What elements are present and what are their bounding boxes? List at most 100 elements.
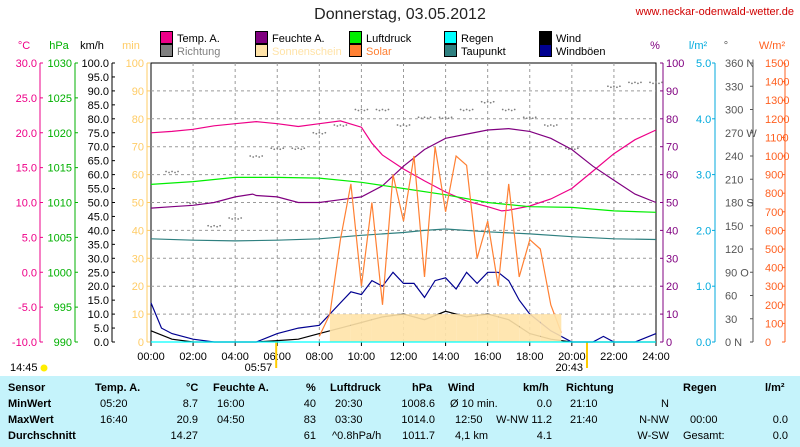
direction-point (628, 81, 630, 84)
row-min-wind-val: 0.0 (536, 398, 552, 410)
direction-point (207, 224, 210, 227)
tick-label-humidity: 80 (666, 114, 678, 126)
row-avg-press-trend: ^0.8hPa/h (332, 430, 382, 442)
direction-point (531, 117, 534, 120)
row-min-label: MinWert (8, 398, 52, 410)
direction-point (228, 217, 231, 219)
tick-label-sun: 30 (132, 253, 144, 265)
tick-label-wind: 30.0 (88, 253, 109, 265)
tick-label-sun: 70 (132, 142, 144, 154)
tick-label-direction: 120 (725, 244, 743, 256)
tick-label-wind: 95.0 (88, 72, 109, 84)
tick-label-humidity: 100 (666, 58, 684, 70)
tick-label-direction: 270 W (725, 128, 757, 140)
tick-label-wind: 85.0 (88, 100, 109, 112)
direction-point (342, 125, 345, 127)
tick-label-wind: 90.0 (88, 86, 109, 98)
tick-label-rain: 4.0 (696, 114, 711, 126)
row-max-temp-time: 16:40 (100, 414, 128, 426)
direction-point (213, 224, 216, 227)
legend-label-wind: Wind (556, 33, 582, 45)
tick-label-sun: 100 (126, 58, 144, 70)
direction-point (210, 225, 213, 228)
tick-label-direction: 150 (725, 221, 743, 233)
legend-item-humidity: Feuchte A. (255, 31, 325, 45)
legend-label-rain: Regen (461, 33, 494, 45)
legend-swatch-pressure (349, 31, 362, 44)
legend-item-direction: Richtung (160, 44, 220, 58)
tick-label-direction: 180 S (725, 198, 754, 210)
direction-point (438, 116, 441, 119)
tick-label-solar: 0 (765, 337, 771, 349)
header-rain: Regen (683, 382, 717, 394)
legend-swatch-dewpoint (444, 44, 457, 57)
direction-point (655, 81, 657, 84)
row-max-rain-time: 00:00 (690, 414, 718, 426)
tick-label-rain: 3.0 (696, 170, 711, 182)
direction-point (354, 108, 357, 111)
direction-point (471, 108, 474, 111)
row-min-dir-time: 21:10 (570, 398, 598, 410)
sunshine-bar (519, 314, 541, 342)
tick-label-humidity: 40 (666, 225, 678, 237)
weather-chart: 30.025.020.015.010.05.00.0-5.0-10.0°C103… (10, 40, 789, 374)
tick-label-wind: 75.0 (88, 128, 109, 140)
legend-item-gusts: Windböen (539, 44, 606, 58)
direction-point (249, 155, 252, 157)
axis-unit-humidity: % (650, 40, 660, 52)
sunshine-bar (392, 314, 415, 342)
direction-point (483, 101, 486, 104)
legend-swatch-humidity (255, 31, 268, 44)
direction-point (318, 131, 321, 134)
tick-label-humidity: 90 (666, 86, 678, 98)
x-tick-label: 10:00 (348, 351, 376, 363)
stats-table: Sensor Temp. A. °C Feuchte A. % Luftdruc… (0, 376, 800, 447)
direction-point (234, 217, 237, 219)
direction-point (174, 171, 176, 174)
direction-point (552, 125, 555, 127)
direction-point (543, 124, 546, 126)
direction-point (387, 108, 390, 111)
direction-point (619, 85, 621, 88)
tick-label-humidity: 30 (666, 253, 678, 265)
tick-label-pressure: 990 (54, 337, 72, 349)
legend-swatch-wind (539, 31, 552, 44)
sunset-label: 20:43 (555, 362, 583, 374)
tick-label-direction: 0 N (725, 337, 742, 349)
tick-label-sun: 0 (138, 337, 144, 349)
tick-label-wind: 45.0 (88, 211, 109, 223)
row-max-temp-val: 20.9 (176, 414, 198, 426)
tick-label-wind: 60.0 (88, 170, 109, 182)
header-direction: Richtung (566, 382, 614, 394)
tick-label-temp: 15.0 (16, 163, 37, 175)
axis-unit-direction: ° (724, 40, 728, 52)
direction-point (363, 109, 366, 112)
tick-label-wind: 65.0 (88, 156, 109, 168)
direction-point (357, 109, 360, 112)
row-max-dir-time: 21:40 (570, 414, 598, 426)
series-line-luftdruck (150, 176, 657, 213)
direction-point (420, 117, 423, 120)
direction-point (459, 108, 462, 111)
direction-point (189, 202, 191, 205)
tick-label-humidity: 20 (666, 281, 678, 293)
tick-label-solar: 1200 (765, 114, 789, 126)
tick-label-direction: 360 N (725, 58, 754, 70)
legend-item-pressure: Luftdruck (349, 31, 411, 45)
direction-point (237, 218, 240, 220)
tick-label-pressure: 1000 (48, 267, 72, 279)
tick-label-temp: 0.0 (22, 267, 37, 279)
tick-label-wind: 15.0 (88, 295, 109, 307)
legend-item-solar: Solar (349, 44, 392, 58)
legend-label-sunshine: Sonnenschein (272, 46, 342, 58)
tick-label-temp: 30.0 (16, 58, 37, 70)
direction-point (402, 124, 405, 126)
legend-label-dewpoint: Taupunkt (461, 46, 506, 58)
tick-label-sun: 10 (132, 309, 144, 321)
direction-point (573, 148, 576, 151)
direction-point (468, 109, 471, 112)
sunshine-bar (414, 314, 436, 342)
tick-label-wind: 5.0 (94, 323, 109, 335)
site-url[interactable]: www.neckar-odenwald-wetter.de (635, 6, 794, 18)
tick-label-humidity: 50 (666, 198, 678, 210)
